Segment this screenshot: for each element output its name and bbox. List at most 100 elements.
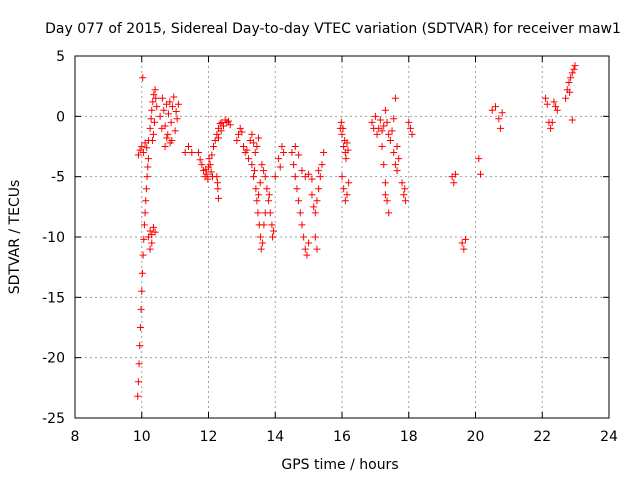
data-point [217, 127, 225, 135]
data-point [168, 103, 176, 111]
data-point [495, 115, 503, 123]
data-point [220, 122, 228, 130]
data-point [172, 108, 180, 116]
data-point [252, 185, 260, 193]
data-point [255, 191, 263, 199]
data-point [547, 124, 555, 132]
data-point [571, 62, 579, 70]
data-point [311, 233, 319, 241]
data-point [381, 191, 389, 199]
data-point [338, 173, 346, 181]
data-point [385, 209, 393, 217]
data-point [567, 74, 575, 82]
data-point [497, 124, 505, 132]
data-point [153, 103, 161, 111]
data-point [253, 197, 261, 205]
data-point [158, 94, 166, 102]
data-point [543, 100, 551, 108]
data-point [164, 110, 172, 118]
data-point [390, 115, 398, 123]
data-point [140, 221, 148, 229]
data-point [149, 98, 157, 106]
data-point [400, 191, 408, 199]
data-point [248, 130, 256, 138]
data-point [450, 179, 458, 187]
y-tick-label: -20 [42, 351, 65, 367]
y-tick-label: -5 [51, 170, 65, 186]
data-point [245, 155, 253, 163]
data-point [150, 91, 158, 99]
data-point [318, 161, 326, 169]
data-point [161, 122, 169, 130]
data-point [254, 209, 262, 217]
y-tick-label: -10 [42, 230, 65, 246]
data-point [225, 117, 233, 125]
data-point [550, 98, 558, 106]
x-tick-label: 22 [533, 429, 551, 445]
data-point [568, 116, 576, 124]
y-tick-label: 0 [56, 109, 65, 125]
data-point [460, 245, 468, 253]
data-point [395, 155, 403, 163]
data-point [380, 122, 388, 130]
y-tick-label: 5 [56, 49, 65, 65]
tick-labels: 8 10 12 14 16 18 20 22 24 5 0 -5 -10 -15 -20 -25 [42, 49, 618, 445]
data-point [475, 155, 483, 163]
data-point [388, 127, 396, 135]
data-point [215, 134, 223, 142]
data-point [406, 124, 414, 132]
data-point [300, 233, 308, 241]
data-point [226, 121, 234, 129]
data-point [548, 118, 556, 126]
data-point [553, 106, 561, 114]
data-point [383, 118, 391, 126]
data-point [248, 161, 256, 169]
data-point [144, 155, 152, 163]
x-tick-label: 18 [400, 429, 418, 445]
data-point [313, 245, 321, 253]
data-point [368, 118, 376, 126]
data-point [391, 161, 399, 169]
data-point [257, 245, 265, 253]
axis-ticks [74, 55, 610, 419]
data-point [288, 149, 296, 157]
data-point [166, 139, 174, 147]
data-point [276, 163, 284, 171]
data-point [290, 161, 298, 169]
data-point [381, 179, 389, 187]
data-point [320, 149, 328, 157]
data-point [143, 144, 151, 152]
x-tick-label: 24 [600, 429, 618, 445]
data-point [170, 93, 178, 101]
data-point [204, 175, 212, 183]
data-point [256, 179, 264, 187]
data-point [163, 134, 171, 142]
data-point [308, 191, 316, 199]
data-point [147, 115, 155, 123]
data-point [458, 239, 466, 247]
data-point [146, 124, 154, 132]
data-point [144, 163, 152, 171]
data-point [213, 173, 221, 181]
data-point [390, 149, 398, 157]
data-point [492, 103, 500, 111]
data-point [148, 136, 156, 144]
data-point [139, 149, 147, 157]
data-point [376, 116, 384, 124]
data-point [257, 233, 265, 241]
data-point [342, 155, 350, 163]
data-point [405, 118, 413, 126]
data-point [477, 170, 485, 178]
data-point [202, 165, 210, 173]
data-point [210, 143, 218, 150]
data-point [148, 239, 156, 247]
data-point [253, 143, 261, 150]
data-point [137, 305, 145, 313]
data-point [138, 287, 146, 295]
data-point [313, 197, 321, 205]
data-point [251, 167, 259, 175]
data-point [566, 88, 574, 96]
data-point [136, 324, 144, 331]
data-point [265, 197, 273, 205]
